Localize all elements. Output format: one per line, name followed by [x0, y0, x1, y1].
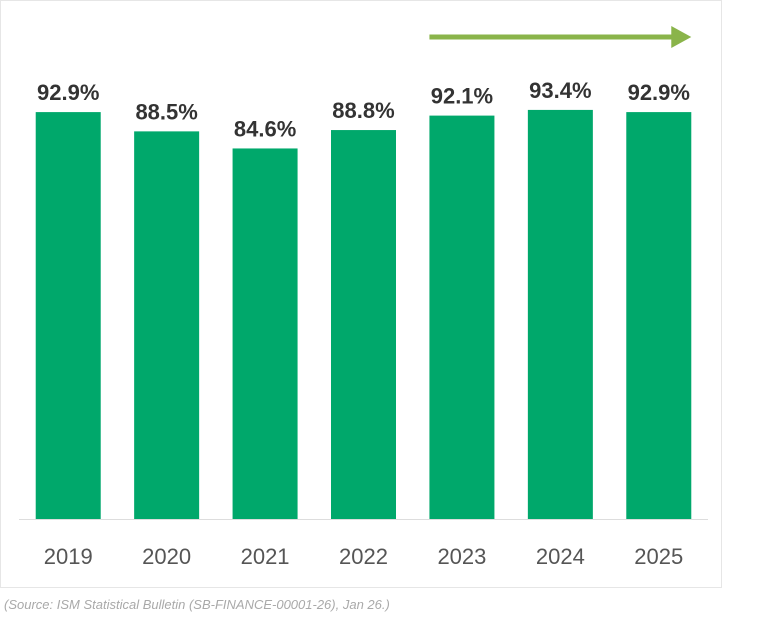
bar-2023: [429, 115, 495, 520]
bar-2025: [626, 112, 692, 520]
data-label-2023: 92.1%: [431, 84, 493, 109]
chart-frame: 92.9% 2019 88.5% 2020 84.6% 2021 88.8% 2022 92.1…: [0, 0, 722, 588]
data-label-2025: 92.9%: [628, 80, 690, 105]
bar-2024: [527, 109, 593, 520]
data-label-2021: 84.6%: [234, 116, 296, 141]
data-label-2022: 88.8%: [332, 98, 394, 123]
bar-2022: [331, 130, 396, 519]
x-tick-label-2022: 2022: [339, 544, 388, 569]
x-tick-label-2025: 2025: [634, 544, 683, 569]
bar-2019: [35, 112, 101, 520]
trend-arrow: [429, 26, 692, 48]
data-label-2024: 93.4%: [529, 78, 591, 103]
trend-arrow-head: [671, 26, 692, 48]
source-note: (Source: ISM Statistical Bulletin (SB-FI…: [4, 597, 390, 612]
x-tick-label-2023: 2023: [437, 544, 486, 569]
bar-2020: [134, 131, 200, 519]
x-tick-label-2019: 2019: [44, 544, 93, 569]
data-label-2020: 88.5%: [135, 99, 197, 124]
data-label-2019: 92.9%: [37, 80, 99, 105]
x-tick-label-2024: 2024: [536, 544, 585, 569]
bar-2021: [232, 148, 298, 519]
bar-chart: 92.9% 2019 88.5% 2020 84.6% 2021 88.8% 2022 92.1…: [19, 26, 708, 569]
x-tick-label-2021: 2021: [241, 544, 290, 569]
x-tick-label-2020: 2020: [142, 544, 191, 569]
